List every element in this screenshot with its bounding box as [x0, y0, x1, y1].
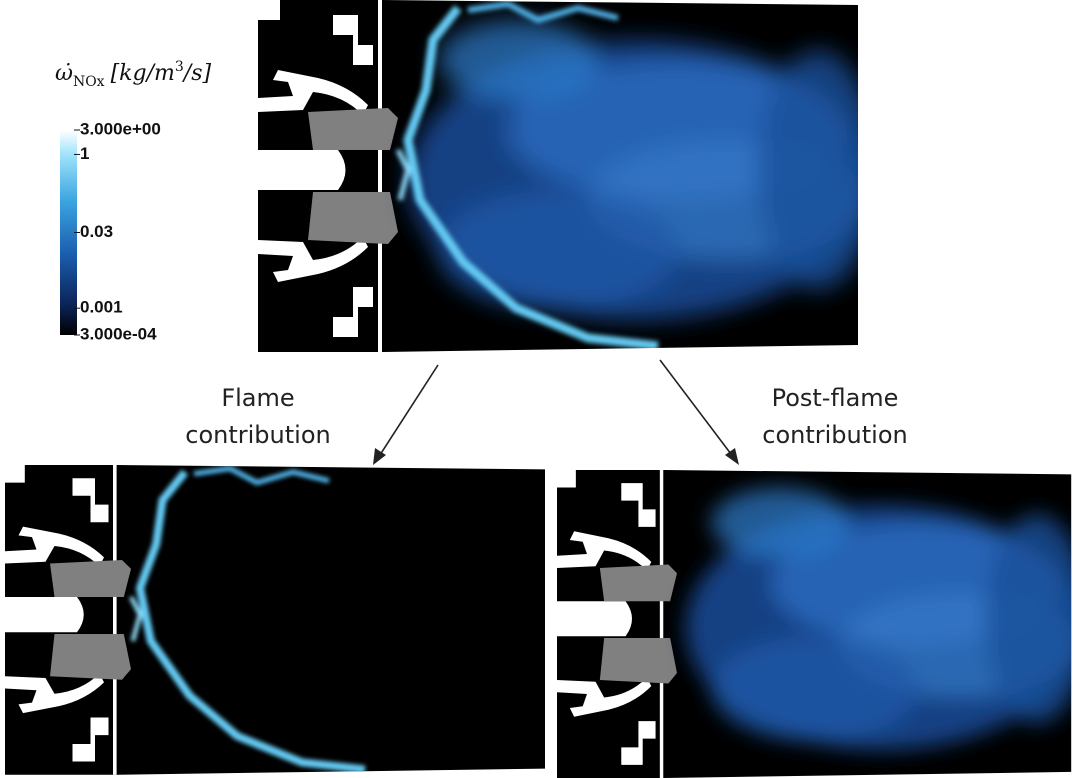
simulation-panels — [5, 0, 1073, 778]
panel-label: Flame — [221, 384, 294, 412]
flame-panel — [5, 465, 545, 775]
total-panel — [258, 0, 878, 352]
panel-label: Post-flame — [772, 384, 899, 412]
colorbar — [60, 130, 77, 335]
colorbar-tick-label: 0.03 — [80, 222, 113, 241]
superscript: 3 — [175, 59, 184, 75]
colorbar-tick-label: 1 — [80, 144, 89, 163]
unit-end: /s] — [182, 61, 212, 86]
post-flame-panel — [557, 470, 1073, 778]
panel-label: contribution — [762, 421, 907, 449]
colorbar-tick-label: 3.000e+00 — [80, 119, 161, 138]
arrows — [373, 359, 739, 465]
colorbar-tick-label: 0.001 — [80, 298, 123, 317]
symbol: ω̇ — [55, 61, 73, 86]
colorbar-title: ω̇NOx [kg/m3/s] — [55, 59, 211, 90]
colorbar-tick-label: 3.000e-04 — [80, 324, 157, 343]
subscript: NOx — [73, 74, 105, 90]
panel-label: contribution — [185, 421, 330, 449]
unit: [kg/m — [111, 61, 175, 86]
